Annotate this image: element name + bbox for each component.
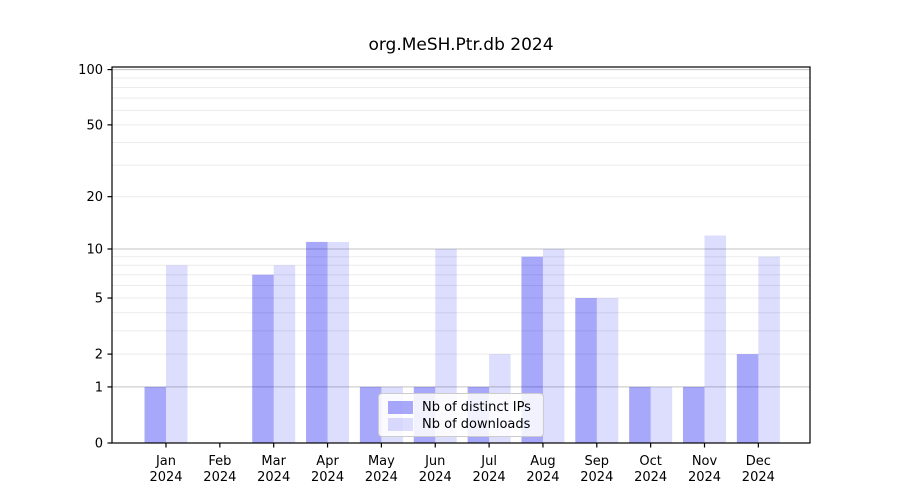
bar-downloads <box>327 241 350 443</box>
bar-downloads <box>704 235 726 443</box>
bar-downloads <box>542 248 565 443</box>
y-tick-label: 0 <box>95 437 103 452</box>
x-tick-label-month: Sep <box>585 454 610 469</box>
legend-swatch-downloads <box>388 418 413 431</box>
legend: Nb of distinct IPs Nb of downloads <box>378 393 544 437</box>
x-tick-label-month: Jul <box>480 454 497 469</box>
y-tick-label: 50 <box>86 118 103 133</box>
x-tick-label-month: Jan <box>155 454 176 469</box>
bar-distinct-ips <box>144 386 166 443</box>
x-tick-label-year: 2024 <box>742 470 775 485</box>
legend-label-distinct-ips: Nb of distinct IPs <box>422 400 531 415</box>
x-tick-label-year: 2024 <box>311 470 344 485</box>
y-tick-label: 10 <box>86 242 103 257</box>
bar-distinct-ips <box>736 354 759 443</box>
chart-title: org.MeSH.Ptr.db 2024 <box>368 35 554 55</box>
y-tick-label: 1 <box>95 380 103 395</box>
x-tick-label-month: Dec <box>746 454 771 469</box>
x-tick-label-month: Mar <box>261 454 286 469</box>
x-tick-label-year: 2024 <box>580 470 613 485</box>
bar-distinct-ips <box>683 386 705 443</box>
bar-downloads <box>273 265 296 443</box>
bar-downloads <box>596 298 619 443</box>
bar-distinct-ips <box>252 274 274 443</box>
bar-distinct-ips <box>629 386 651 443</box>
bar-downloads <box>650 386 673 443</box>
x-tick-label-year: 2024 <box>149 470 182 485</box>
x-tick-label-year: 2024 <box>203 470 236 485</box>
y-tick-label: 5 <box>95 292 103 307</box>
x-tick-label-month: Apr <box>316 454 339 469</box>
x-tick-label-year: 2024 <box>365 470 398 485</box>
legend-item-distinct-ips: Nb of distinct IPs <box>388 399 543 416</box>
x-tick-label-month: May <box>368 454 395 469</box>
x-tick-label-year: 2024 <box>257 470 290 485</box>
x-tick-label-month: Jun <box>424 454 445 469</box>
x-tick-label-month: Oct <box>639 454 661 469</box>
y-tick-label: 2 <box>95 348 103 363</box>
x-tick-label-month: Feb <box>208 454 231 469</box>
y-tick-label: 20 <box>86 190 103 205</box>
x-tick-label-month: Nov <box>692 454 718 469</box>
x-tick-label-year: 2024 <box>473 470 506 485</box>
bar-distinct-ips <box>359 386 382 443</box>
x-tick-label-year: 2024 <box>634 470 667 485</box>
x-tick-label-year: 2024 <box>419 470 452 485</box>
x-tick-label-year: 2024 <box>526 470 559 485</box>
y-tick-label: 100 <box>78 63 103 78</box>
bar-downloads <box>166 265 188 443</box>
plot-border <box>111 66 811 444</box>
bar-downloads <box>758 256 780 443</box>
bar-distinct-ips <box>306 241 328 443</box>
x-tick-label-year: 2024 <box>688 470 721 485</box>
legend-label-downloads: Nb of downloads <box>422 417 531 432</box>
legend-item-downloads: Nb of downloads <box>388 416 543 433</box>
bar-distinct-ips <box>575 298 597 443</box>
x-tick-label-month: Aug <box>530 454 555 469</box>
legend-swatch-distinct-ips <box>388 401 413 414</box>
